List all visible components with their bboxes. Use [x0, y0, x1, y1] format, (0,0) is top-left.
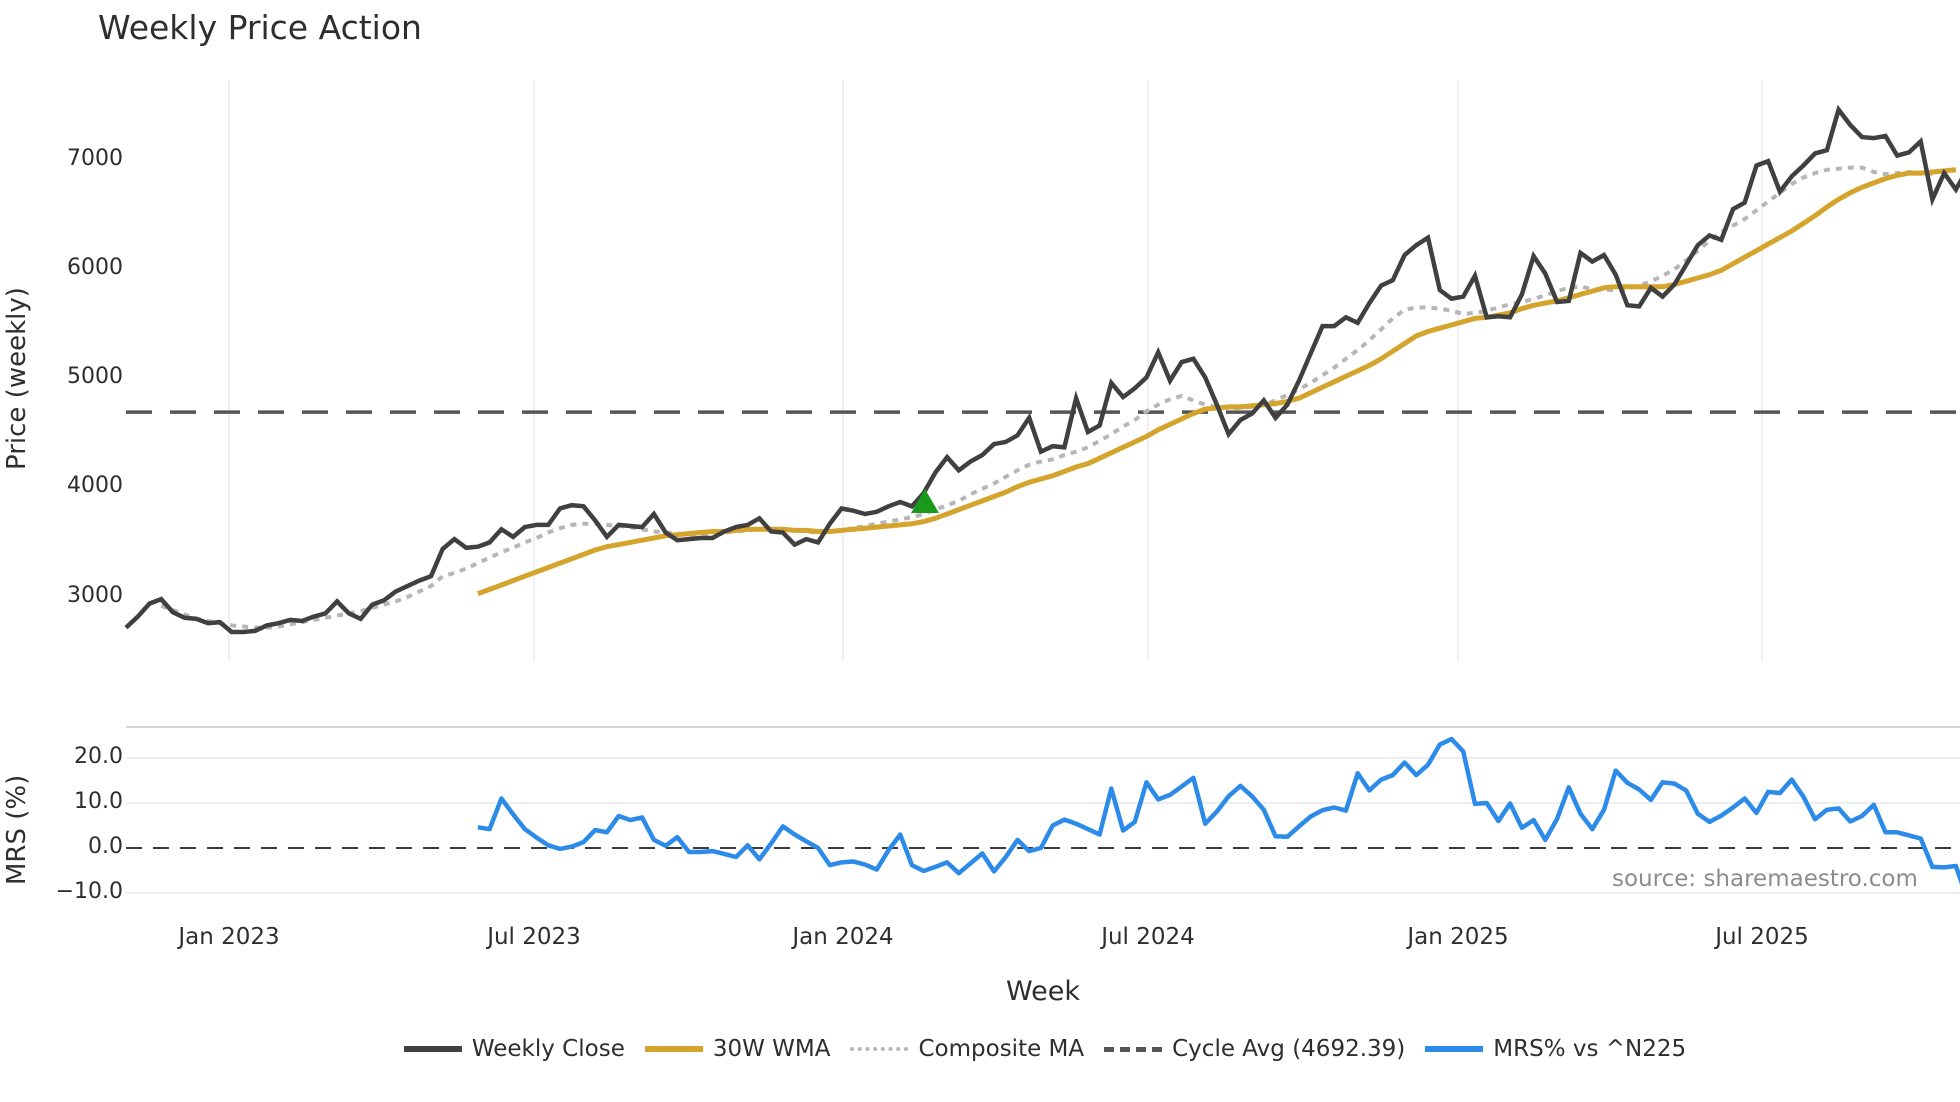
price-tick-7000: 7000 [67, 146, 123, 171]
legend-item-composite-ma[interactable]: Composite MA [850, 1036, 1084, 1062]
mrs-y-axis-label: MRS (%) [2, 774, 32, 885]
x-tick-jul-2025: Jul 2025 [1715, 924, 1809, 950]
x-tick-jan-2024: Jan 2024 [792, 924, 894, 950]
composite-swatch-icon [850, 1047, 909, 1051]
x-tick-jul-2024: Jul 2024 [1101, 924, 1195, 950]
price-panel [124, 104, 1960, 635]
price-tick-5000: 5000 [67, 364, 123, 389]
gridlines [126, 80, 1960, 894]
composite-ma-line [160, 165, 1933, 630]
x-axis-label: Week [1006, 976, 1080, 1007]
price-tick-6000: 6000 [67, 255, 123, 280]
legend-item-weekly-close[interactable]: Weekly Close [403, 1036, 625, 1062]
mrs-swatch-icon [1425, 1046, 1484, 1052]
x-tick-jan-2025: Jan 2025 [1407, 924, 1509, 950]
mrs-tick-20: 20.0 [74, 744, 123, 769]
price-tick-3000: 3000 [67, 583, 123, 608]
x-tick-jan-2023: Jan 2023 [178, 924, 280, 950]
mrs-tick-neg10: −10.0 [55, 879, 123, 904]
source-note: source: sharemaestro.com [1612, 866, 1918, 892]
weekly-close-line [124, 104, 1960, 635]
legend-label: 30W WMA [712, 1036, 831, 1062]
legend-item-cycle-avg[interactable]: Cycle Avg (4692.39) [1104, 1036, 1405, 1062]
buy-signal-triangle-icon [911, 489, 939, 514]
weekly-close-swatch-icon [403, 1046, 462, 1052]
legend-label: Weekly Close [471, 1036, 625, 1062]
legend: Weekly Close 30W WMA Composite MA Cycle … [0, 1036, 1960, 1062]
chart-title: Weekly Price Action [98, 8, 422, 47]
legend-item-mrs[interactable]: MRS% vs ^N225 [1425, 1036, 1686, 1062]
mrs-panel [126, 736, 1960, 885]
mrs-tick-10: 10.0 [74, 789, 123, 814]
mrs-line [477, 736, 1960, 885]
legend-label: Cycle Avg (4692.39) [1172, 1036, 1406, 1062]
wma-line [477, 167, 1957, 597]
legend-label: MRS% vs ^N225 [1493, 1036, 1687, 1062]
mrs-tick-0: 0.0 [88, 834, 123, 859]
x-tick-jul-2023: Jul 2023 [487, 924, 581, 950]
legend-label: Composite MA [918, 1036, 1085, 1062]
wma-swatch-icon [644, 1046, 703, 1052]
price-y-axis-label: Price (weekly) [2, 287, 32, 470]
cycle-avg-swatch-icon [1104, 1046, 1163, 1052]
price-tick-4000: 4000 [67, 473, 123, 498]
legend-item-30w-wma[interactable]: 30W WMA [644, 1036, 831, 1062]
